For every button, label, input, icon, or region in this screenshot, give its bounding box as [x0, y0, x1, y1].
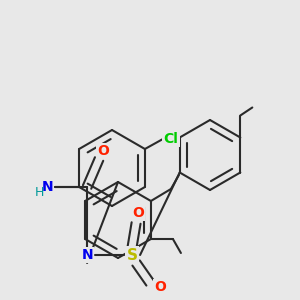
Text: N: N	[81, 248, 93, 262]
Text: Cl: Cl	[164, 132, 178, 146]
Text: O: O	[97, 144, 109, 158]
Text: O: O	[132, 206, 144, 220]
Text: H: H	[34, 187, 44, 200]
Text: O: O	[154, 280, 166, 294]
Text: S: S	[127, 248, 138, 262]
Text: N: N	[41, 180, 53, 194]
